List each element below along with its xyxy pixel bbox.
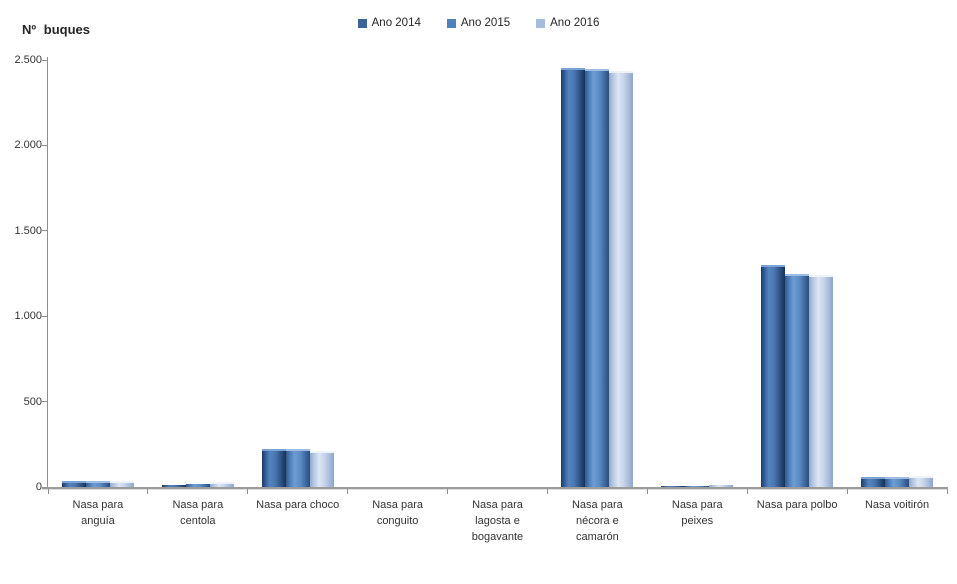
y-axis-tick bbox=[42, 315, 47, 317]
x-axis-tick bbox=[347, 489, 349, 494]
legend-swatch-2014-icon bbox=[357, 18, 367, 28]
legend-item-2014: Ano 2014 bbox=[357, 17, 421, 29]
bar bbox=[909, 476, 934, 487]
bar bbox=[809, 274, 834, 487]
category-label: Nasa para anguía bbox=[72, 499, 124, 527]
plot-area: 0 500 1.000 1.500 2.000 2.500 bbox=[14, 54, 948, 494]
y-axis-tick-label: 500 bbox=[23, 395, 42, 408]
x-axis-tick bbox=[646, 489, 648, 494]
bar bbox=[685, 485, 710, 487]
y-axis-tick bbox=[42, 486, 47, 488]
bar bbox=[85, 480, 110, 487]
category-label: Nasa voitirón bbox=[864, 499, 930, 511]
y-axis bbox=[47, 57, 48, 488]
legend: Ano 2014 Ano 2015 Ano 2016 bbox=[0, 17, 957, 29]
bar bbox=[185, 484, 210, 487]
x-axis-tick bbox=[746, 489, 748, 494]
bar-group-8 bbox=[747, 265, 847, 487]
legend-swatch-2016-icon bbox=[536, 18, 546, 28]
bar bbox=[61, 480, 86, 487]
category-label: Nasa para polbo bbox=[756, 499, 838, 511]
bar bbox=[609, 70, 634, 487]
bar-group-3 bbox=[248, 448, 348, 487]
x-axis-tick bbox=[946, 489, 948, 494]
category-label: Nasa para centola bbox=[172, 499, 224, 527]
category-label: Nasa para nécora e camarón bbox=[571, 499, 623, 543]
bar-group-6 bbox=[547, 67, 647, 487]
category-label: Nasa para conguito bbox=[372, 499, 423, 527]
bar-group-1 bbox=[48, 480, 148, 487]
category-label: Nasa para peixes bbox=[671, 499, 723, 527]
bar-group-2 bbox=[148, 482, 248, 487]
category-label: Nasa para lagosta e bogavante bbox=[471, 499, 524, 543]
x-axis-tick bbox=[47, 489, 49, 494]
legend-swatch-2015-icon bbox=[446, 18, 456, 28]
x-axis bbox=[42, 487, 948, 489]
legend-label-2014: Ano 2014 bbox=[371, 17, 421, 29]
bar bbox=[109, 481, 134, 487]
bar-group-7 bbox=[647, 485, 747, 487]
bar bbox=[585, 69, 610, 487]
y-axis-tick-label: 1.500 bbox=[14, 224, 42, 237]
y-axis-tick bbox=[42, 59, 47, 61]
y-axis-tick bbox=[42, 144, 47, 146]
y-axis-tick bbox=[42, 401, 47, 403]
bar bbox=[209, 482, 234, 487]
bar bbox=[761, 265, 786, 487]
legend-label-2016: Ano 2016 bbox=[550, 17, 600, 29]
x-axis-tick bbox=[147, 489, 149, 494]
x-axis-tick bbox=[447, 489, 449, 494]
legend-label-2015: Ano 2015 bbox=[460, 17, 511, 29]
x-axis-tick bbox=[846, 489, 848, 494]
bar bbox=[661, 485, 686, 487]
bar bbox=[709, 485, 734, 487]
bar-group-9 bbox=[847, 476, 947, 487]
y-axis-tick-label: 1.000 bbox=[14, 310, 42, 323]
bar bbox=[285, 449, 310, 487]
bar bbox=[309, 451, 334, 487]
chart-title: Nº buques bbox=[22, 22, 90, 37]
bar bbox=[785, 274, 810, 487]
category-label: Nasa para choco bbox=[256, 499, 340, 511]
bar bbox=[161, 485, 186, 487]
bar bbox=[261, 448, 286, 487]
legend-item-2016: Ano 2016 bbox=[536, 17, 599, 29]
legend-item-2015: Ano 2015 bbox=[446, 17, 511, 29]
bar bbox=[561, 67, 586, 487]
x-axis-tick bbox=[247, 489, 249, 494]
bar bbox=[861, 476, 886, 487]
y-axis-tick bbox=[42, 230, 47, 232]
y-axis-tick-label: 0 bbox=[35, 481, 42, 493]
bar bbox=[885, 476, 910, 487]
y-axis-tick-label: 2.000 bbox=[14, 139, 42, 152]
x-axis-tick bbox=[546, 489, 548, 494]
category-axis-labels: Nasa para anguía Nasa para centola Nasa pa… bbox=[48, 497, 947, 557]
y-axis-tick-label: 2.500 bbox=[14, 54, 42, 66]
